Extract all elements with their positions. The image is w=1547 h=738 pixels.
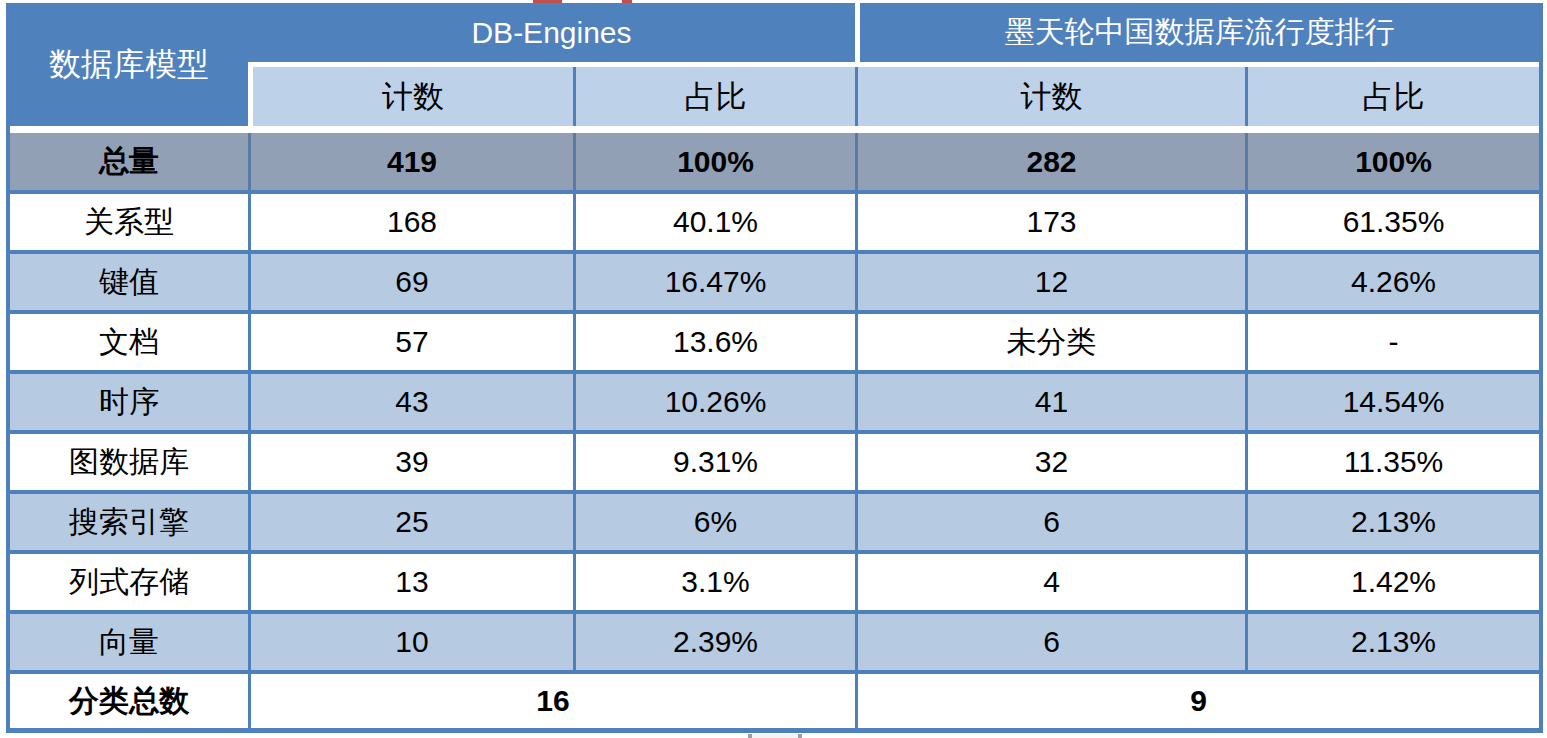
group-header-motianlun: 墨天轮中国数据库流行度排行 — [855, 3, 1539, 62]
mt-count-cell: 4 — [855, 554, 1245, 610]
row-label: 分类总数 — [10, 674, 248, 728]
group-header-db-engines: DB-Engines — [248, 3, 855, 62]
row-label: 列式存储 — [10, 554, 248, 610]
db-count-cell: 10 — [248, 614, 573, 670]
mt-count-cell: 6 — [855, 494, 1245, 550]
db-pct-cell: 9.31% — [573, 434, 855, 490]
db-count-cell: 419 — [248, 133, 573, 190]
sub-header-db-count: 计数 — [248, 67, 573, 126]
mt-count-cell: 32 — [855, 434, 1245, 490]
group-header-row: DB-Engines 墨天轮中国数据库流行度排行 — [248, 3, 1539, 62]
table-row: 时序 43 10.26% 41 14.54% — [10, 370, 1539, 430]
row-label: 文档 — [10, 314, 248, 370]
mt-pct-cell: - — [1245, 314, 1539, 370]
sub-header-db-pct: 占比 — [573, 67, 855, 126]
mt-count-cell: 41 — [855, 374, 1245, 430]
row-label: 关系型 — [10, 194, 248, 250]
row-label: 总量 — [10, 133, 248, 190]
db-count-cell: 168 — [248, 194, 573, 250]
mt-count-cell: 12 — [855, 254, 1245, 310]
row-label: 搜索引擎 — [10, 494, 248, 550]
mt-total-cell: 9 — [855, 674, 1539, 728]
db-pct-cell: 3.1% — [573, 554, 855, 610]
header-body-divider — [10, 126, 1539, 133]
row-label: 键值 — [10, 254, 248, 310]
page: 数据库模型 DB-Engines 墨天轮中国数据库流行度排行 计数 占比 计数 … — [0, 0, 1547, 738]
mt-pct-cell: 2.13% — [1245, 614, 1539, 670]
mt-count-cell: 173 — [855, 194, 1245, 250]
db-pct-cell: 16.47% — [573, 254, 855, 310]
db-total-cell: 16 — [248, 674, 855, 728]
row-label: 图数据库 — [10, 434, 248, 490]
db-count-cell: 25 — [248, 494, 573, 550]
sub-header-row: 计数 占比 计数 占比 — [248, 67, 1539, 126]
db-count-cell: 43 — [248, 374, 573, 430]
mt-pct-cell: 4.26% — [1245, 254, 1539, 310]
db-pct-cell: 2.39% — [573, 614, 855, 670]
mt-pct-cell: 14.54% — [1245, 374, 1539, 430]
mt-pct-cell: 1.42% — [1245, 554, 1539, 610]
mt-pct-cell: 2.13% — [1245, 494, 1539, 550]
table-row: 文档 57 13.6% 未分类 - — [10, 310, 1539, 370]
table-row: 键值 69 16.47% 12 4.26% — [10, 250, 1539, 310]
table-row-total: 总量 419 100% 282 100% — [10, 133, 1539, 190]
sub-header-mt-pct: 占比 — [1245, 67, 1539, 126]
db-count-cell: 13 — [248, 554, 573, 610]
corner-header-cell: 数据库模型 — [10, 3, 248, 126]
header-right-block: DB-Engines 墨天轮中国数据库流行度排行 计数 占比 计数 占比 — [248, 3, 1539, 126]
table-row: 向量 10 2.39% 6 2.13% — [10, 610, 1539, 670]
scrollbar-artifact — [748, 734, 802, 738]
table-row-summary: 分类总数 16 9 — [10, 670, 1539, 728]
db-count-cell: 57 — [248, 314, 573, 370]
db-pct-cell: 13.6% — [573, 314, 855, 370]
mt-pct-cell: 61.35% — [1245, 194, 1539, 250]
table-row: 列式存储 13 3.1% 4 1.42% — [10, 550, 1539, 610]
table-row: 关系型 168 40.1% 173 61.35% — [10, 190, 1539, 250]
db-count-cell: 39 — [248, 434, 573, 490]
table-row: 搜索引擎 25 6% 6 2.13% — [10, 490, 1539, 550]
db-pct-cell: 6% — [573, 494, 855, 550]
row-label: 时序 — [10, 374, 248, 430]
db-pct-cell: 10.26% — [573, 374, 855, 430]
db-pct-cell: 40.1% — [573, 194, 855, 250]
mt-count-cell: 6 — [855, 614, 1245, 670]
db-pct-cell: 100% — [573, 133, 855, 190]
mt-count-cell: 未分类 — [855, 314, 1245, 370]
mt-pct-cell: 11.35% — [1245, 434, 1539, 490]
table-header: 数据库模型 DB-Engines 墨天轮中国数据库流行度排行 计数 占比 计数 … — [10, 3, 1539, 126]
db-count-cell: 69 — [248, 254, 573, 310]
row-label: 向量 — [10, 614, 248, 670]
mt-pct-cell: 100% — [1245, 133, 1539, 190]
table-row: 图数据库 39 9.31% 32 11.35% — [10, 430, 1539, 490]
database-model-comparison-table: 数据库模型 DB-Engines 墨天轮中国数据库流行度排行 计数 占比 计数 … — [6, 3, 1543, 733]
sub-header-mt-count: 计数 — [855, 67, 1245, 126]
mt-count-cell: 282 — [855, 133, 1245, 190]
